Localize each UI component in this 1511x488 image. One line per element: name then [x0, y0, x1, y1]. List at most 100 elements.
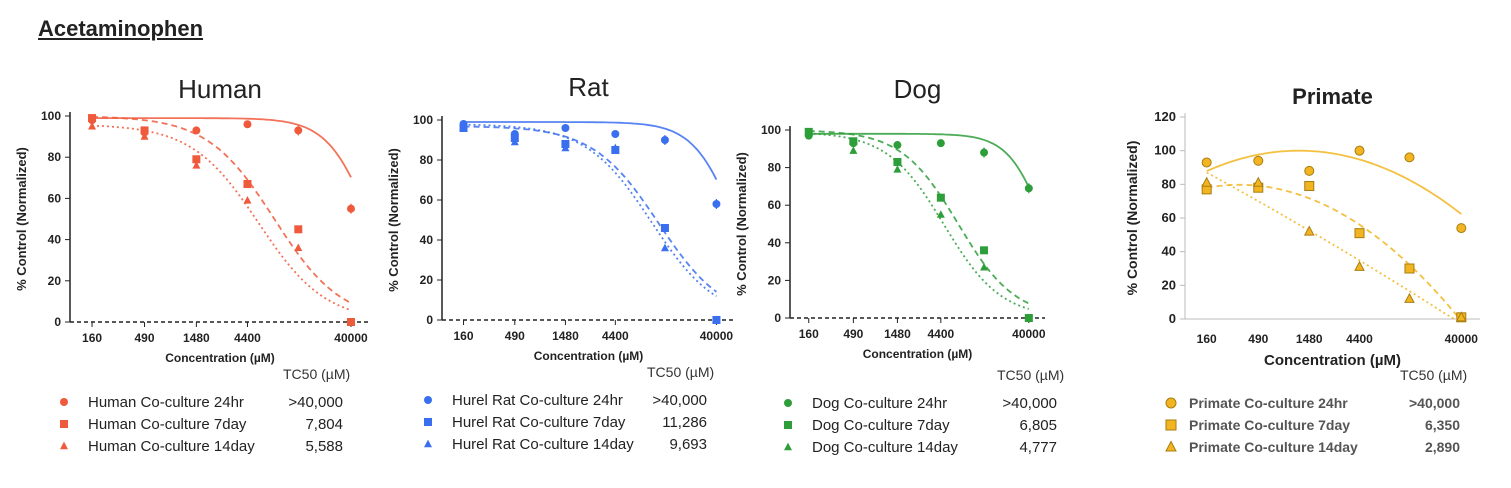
data-point-circle — [294, 126, 303, 135]
x-tick-label: 4400 — [234, 331, 261, 345]
data-point-square — [1304, 181, 1315, 192]
x-tick-label: 1480 — [183, 331, 210, 345]
legend-marker-shape — [1165, 440, 1177, 452]
data-point-triangle — [1354, 260, 1365, 271]
legend-label: Hurel Rat Co-culture 24hr — [452, 392, 623, 409]
data-point-square — [294, 225, 303, 234]
legend-marker-shape — [1165, 419, 1177, 431]
legend-marker-circle — [60, 398, 68, 406]
data-point-square — [1354, 228, 1365, 239]
x-axis-label: Concentration (µM) — [165, 351, 275, 365]
data-point-triangle — [1455, 311, 1467, 322]
fit-curve-triangle — [1206, 171, 1462, 320]
x-axis-label: Concentration (µM) — [534, 349, 644, 363]
data-point-triangle — [660, 243, 669, 252]
data-point-triangle — [936, 210, 945, 218]
y-axis-label: % Control (Normalized) — [14, 147, 29, 291]
fit-curve-circle — [808, 132, 1030, 188]
fit-curve-circle — [1206, 149, 1462, 215]
tc50-header: TC50 (µM) — [997, 367, 1065, 383]
data-point-triangle — [849, 146, 858, 154]
x-tick-label: 490 — [843, 327, 863, 341]
chart-rat: Rat 0 20 40 60 80 100 160 490 1480 4400 40000 Concen… — [386, 72, 735, 363]
data-point-circle — [1253, 155, 1264, 166]
data-point-square — [936, 193, 945, 202]
tc50-header: TC50 (µM) — [1400, 367, 1468, 383]
legend-marker-shape — [60, 441, 68, 450]
data-point-circle — [346, 204, 355, 213]
y-tick-label: 100 — [413, 113, 433, 127]
x-tick-label: 160 — [1197, 332, 1217, 346]
y-tick-label: 40 — [768, 236, 782, 250]
fit-curve-triangle — [463, 123, 717, 298]
x-tick-label: 4400 — [602, 329, 629, 343]
legend-label: Dog Co-culture 24hr — [812, 395, 948, 412]
legend-marker-circle — [424, 396, 432, 404]
y-tick-label: 80 — [48, 150, 62, 164]
x-tick-label: 1480 — [884, 327, 911, 341]
x-tick-label: 490 — [135, 331, 155, 345]
legend-marker-shape — [424, 418, 432, 426]
y-tick-label: 0 — [1169, 311, 1176, 326]
fit-curve-square — [1206, 183, 1462, 320]
data-point-triangle — [192, 161, 201, 169]
data-point-triangle — [980, 262, 989, 271]
data-point-circle — [561, 124, 570, 132]
data-point-triangle — [1024, 313, 1033, 322]
chart-title: Primate — [1292, 84, 1373, 109]
y-tick-label: 100 — [1154, 143, 1176, 158]
y-tick-label: 40 — [48, 233, 62, 247]
y-tick-label: 60 — [1162, 210, 1176, 225]
data-point-square — [243, 179, 252, 188]
y-tick-label: 40 — [420, 233, 434, 247]
x-tick-label: 1480 — [1296, 332, 1323, 346]
y-tick-label: 0 — [774, 311, 781, 325]
legend-label: Human Co-culture 14day — [88, 438, 255, 455]
tc50-value: 11,286 — [662, 414, 707, 431]
legend-label: Hurel Rat Co-culture 7day — [452, 414, 626, 431]
x-tick-label: 4400 — [1346, 332, 1373, 346]
data-point-square — [980, 246, 989, 255]
tc50-value: 9,693 — [669, 436, 707, 453]
y-tick-label: 60 — [48, 191, 62, 205]
legend-marker-circle — [1165, 397, 1177, 409]
y-tick-label: 20 — [1162, 277, 1176, 292]
legend-marker-square — [784, 421, 792, 429]
x-axis-label: Concentration (µM) — [1264, 352, 1401, 369]
data-point-square — [849, 137, 858, 146]
legend-marker-circle — [784, 399, 792, 407]
data-point-circle — [1354, 145, 1365, 156]
legend-marker-shape — [784, 421, 792, 429]
y-tick-label: 20 — [420, 273, 434, 287]
x-tick-label: 40000 — [700, 329, 734, 343]
x-tick-label: 40000 — [334, 331, 368, 345]
y-tick-label: 120 — [1154, 109, 1176, 124]
x-tick-label: 490 — [505, 329, 525, 343]
y-axis-label: % Control (Normalized) — [386, 148, 401, 292]
data-point-circle — [936, 139, 945, 148]
chart-primate: Primate 0 20 40 60 80 100 120 160 490 1480 4400 4000… — [1124, 84, 1480, 369]
legend-marker-square — [424, 418, 432, 426]
y-tick-label: 40 — [1162, 244, 1176, 259]
data-point-circle — [611, 130, 620, 138]
legend-marker-shape — [1165, 397, 1177, 409]
y-tick-label: 100 — [761, 123, 781, 137]
tc50-value: 7,804 — [305, 416, 343, 433]
legend-marker-shape — [784, 399, 792, 407]
y-tick-label: 80 — [1162, 176, 1176, 191]
y-tick-label: 0 — [426, 313, 433, 327]
data-point-circle — [243, 120, 252, 129]
data-point-square — [192, 155, 201, 164]
tc50-header: TC50 (µM) — [647, 364, 715, 380]
tc50-value: 6,350 — [1424, 417, 1460, 433]
fit-curve-triangle — [91, 124, 352, 312]
data-point-triangle — [1303, 225, 1315, 236]
tc50-value: >40,000 — [288, 394, 343, 411]
x-tick-label: 40000 — [1012, 327, 1046, 341]
data-point-triangle — [611, 143, 620, 152]
legend-marker-shape — [60, 398, 68, 406]
y-tick-label: 0 — [54, 315, 61, 329]
legend-label: Hurel Rat Co-culture 14day — [452, 436, 634, 453]
legend-marker-triangle — [784, 442, 792, 451]
chart-title: Human — [178, 74, 262, 104]
